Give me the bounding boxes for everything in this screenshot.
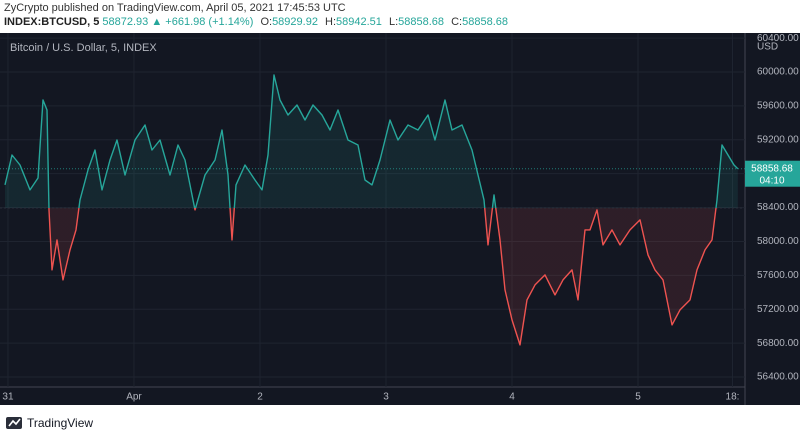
x-tick-label: 2 bbox=[257, 392, 263, 403]
y-tick-label: 60400.00 bbox=[757, 33, 799, 44]
y-tick-label: 60000.00 bbox=[757, 67, 799, 78]
chart-title: Bitcoin / U.S. Dollar, 5, INDEX bbox=[10, 42, 157, 54]
countdown: 04:10 bbox=[759, 175, 784, 186]
close: 58858.68 bbox=[462, 16, 508, 28]
y-tick-label: 58000.00 bbox=[757, 236, 799, 247]
last-price-box bbox=[745, 160, 800, 187]
symbol: INDEX:BTCUSD, 5 bbox=[4, 16, 100, 28]
open-label: O: bbox=[260, 16, 273, 28]
x-tick-label: 31 bbox=[2, 392, 14, 403]
symbol-line: INDEX:BTCUSD, 5 58872.93 ▲ +661.98 (+1.1… bbox=[4, 15, 508, 29]
last: 58872.93 bbox=[102, 16, 149, 28]
x-tick-label: 4 bbox=[509, 392, 515, 403]
x-tick-label: Apr bbox=[126, 392, 142, 403]
open: 58929.92 bbox=[272, 16, 318, 28]
logo-icon bbox=[8, 418, 21, 427]
change: ▲ +661.98 (+1.14%) bbox=[151, 16, 254, 28]
footer-logo: TradingView bbox=[6, 416, 93, 430]
x-tick-label: 18: bbox=[726, 392, 740, 403]
y-tick-label: 59600.00 bbox=[757, 101, 799, 112]
y-tick-label: 57600.00 bbox=[757, 270, 799, 281]
x-tick-label: 3 bbox=[383, 392, 389, 403]
y-tick-label: 56400.00 bbox=[757, 372, 799, 383]
last-price-label: 58858.68 bbox=[751, 163, 793, 174]
header: ZyCrypto published on TradingView.com, A… bbox=[4, 1, 508, 29]
close-label: C: bbox=[451, 16, 463, 28]
y-tick-label: 59200.00 bbox=[757, 134, 799, 145]
x-tick-label: 5 bbox=[635, 392, 641, 403]
high-label: H: bbox=[325, 16, 337, 28]
publisher-line: ZyCrypto published on TradingView.com, A… bbox=[4, 2, 346, 14]
y-tick-label: 58400.00 bbox=[757, 202, 799, 213]
baseline-area bbox=[5, 75, 738, 345]
low-label: L: bbox=[388, 16, 399, 28]
price-line bbox=[4, 74, 739, 346]
high: 58942.51 bbox=[336, 16, 382, 28]
y-tick-label: 57200.00 bbox=[757, 304, 799, 315]
footer-brand: TradingView bbox=[27, 416, 93, 430]
y-tick-label: 56800.00 bbox=[757, 338, 799, 349]
low: 58858.68 bbox=[398, 16, 445, 28]
currency: USD bbox=[757, 42, 778, 53]
